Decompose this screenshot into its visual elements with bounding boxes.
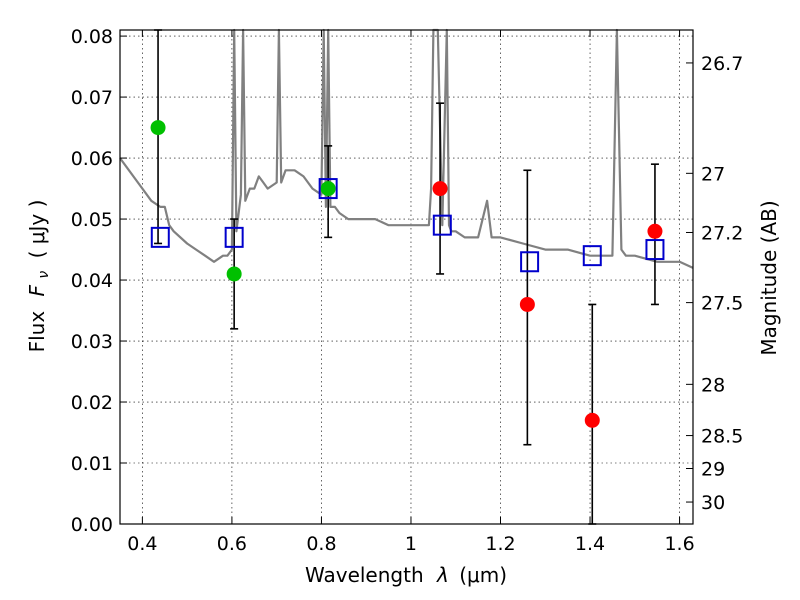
data-point bbox=[432, 181, 448, 197]
y-tick-label: 0.06 bbox=[71, 148, 113, 170]
y-tick-label: 0.02 bbox=[71, 392, 113, 414]
data-point bbox=[584, 412, 600, 428]
data-point bbox=[647, 223, 663, 239]
y-tick-label: 0.05 bbox=[71, 209, 113, 231]
x-axis-label-unit: (μm) bbox=[459, 563, 507, 587]
y-tick-label: 0.03 bbox=[71, 331, 113, 353]
y-tick-label: 0.07 bbox=[71, 87, 113, 109]
axis-ticks: 0.4 0.6 0.8 1 1.2 1.4 1.6 0.00 0.01 0.02 0.03 0.04 0… bbox=[71, 26, 744, 555]
plot-frame bbox=[119, 29, 694, 525]
right-axis-tick-label: 28 bbox=[701, 374, 725, 396]
y-axis-label-unit: ( μJy ) bbox=[25, 200, 49, 259]
grid-lines bbox=[120, 30, 693, 525]
model-square-point bbox=[150, 226, 170, 248]
y-axis-label-subscript: ν bbox=[36, 271, 52, 279]
right-axis-tick-label: 26.7 bbox=[701, 53, 743, 75]
x-tick-label: 0.6 bbox=[217, 533, 247, 555]
spectrum-line bbox=[119, 28, 694, 269]
right-axis-tick-label: 27.5 bbox=[701, 293, 743, 315]
right-axis-tick-label: 29 bbox=[701, 459, 725, 481]
y-axis-label-text: Flux bbox=[25, 311, 49, 353]
x-tick-label: 1.2 bbox=[485, 533, 515, 555]
marker-series bbox=[150, 120, 665, 428]
y-axis-label-symbol: F bbox=[25, 284, 49, 296]
model-square-point bbox=[520, 251, 540, 273]
x-tick-label: 1 bbox=[405, 533, 417, 555]
model-square-point bbox=[318, 178, 338, 200]
model-square-point bbox=[645, 239, 665, 261]
model-square-point bbox=[432, 214, 452, 236]
x-axis-label-text: Wavelength bbox=[305, 563, 424, 587]
data-point bbox=[320, 181, 336, 197]
x-axis-label-symbol: λ bbox=[436, 563, 449, 587]
y-tick-label: 0.04 bbox=[71, 270, 113, 292]
right-axis-tick-label: 27 bbox=[701, 163, 725, 185]
x-tick-label: 1.4 bbox=[575, 533, 605, 555]
data-point bbox=[519, 296, 535, 312]
model-square-point bbox=[224, 226, 244, 248]
y-tick-label: 0.01 bbox=[71, 453, 113, 475]
data-point bbox=[226, 266, 242, 282]
x-tick-label: 1.6 bbox=[664, 533, 694, 555]
x-tick-label: 0.8 bbox=[306, 533, 336, 555]
data-point bbox=[150, 120, 166, 136]
model-square-point bbox=[582, 245, 602, 267]
right-axis-tick-label: 30 bbox=[701, 492, 725, 514]
x-axis-label: Wavelength λ (μm) bbox=[305, 563, 507, 587]
y-tick-label: 0.08 bbox=[71, 26, 113, 48]
y-axis-label: Flux F ν ( μJy ) bbox=[25, 200, 53, 353]
y-tick-label: 0.00 bbox=[71, 514, 113, 536]
x-tick-label: 0.4 bbox=[127, 533, 157, 555]
right-axis-tick-label: 28.5 bbox=[701, 426, 743, 448]
spectrum-series bbox=[119, 28, 694, 269]
right-axis-tick-label: 27.2 bbox=[701, 222, 743, 244]
right-axis-label: Magnitude (AB) bbox=[757, 200, 781, 355]
